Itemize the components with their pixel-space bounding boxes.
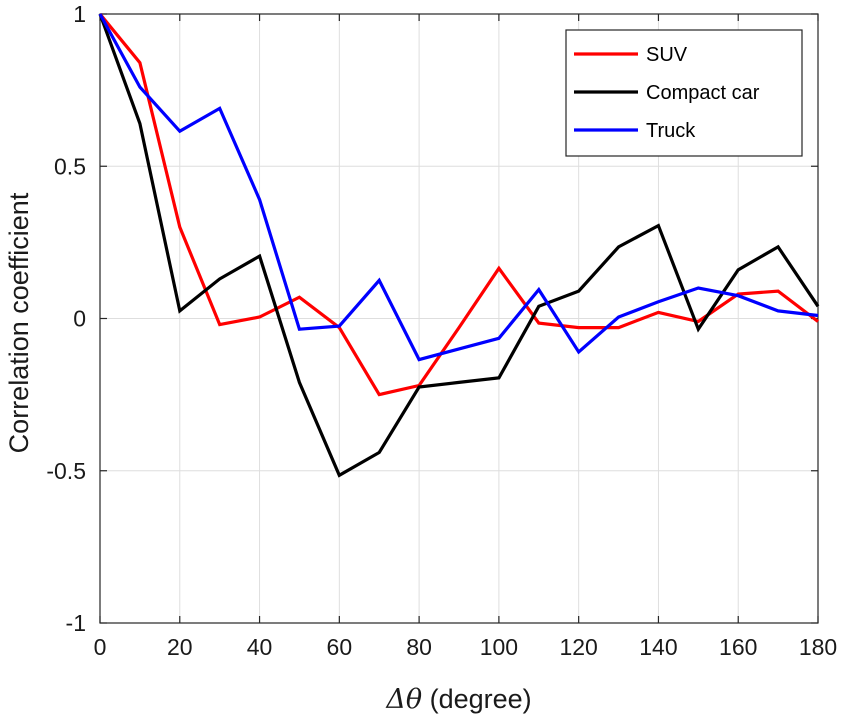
x-tick-label: 180 [799,634,837,660]
tick-labels: 0 20 40 60 80 100 120 140 160 180 -1 -0.5 0 0.5 1 [46,1,837,660]
legend: SUV Compact car Truck [565,29,803,157]
x-tick-label: 60 [327,634,353,660]
legend-label: Truck [646,120,696,142]
y-tick-label: -1 [66,610,86,636]
x-tick-label: 0 [94,634,107,660]
x-tick-label: 40 [247,634,273,660]
series-line-truck [98,13,819,362]
x-tick-label: 160 [719,634,757,660]
y-tick-label: -0.5 [46,458,86,484]
x-axis-title: Δθ (degree) [385,684,531,715]
x-tick-label: 20 [167,634,193,660]
x-tick-label: 120 [559,634,597,660]
x-axis-symbol: Δθ [385,684,422,715]
series-lines [98,12,820,478]
series-line-compact-car [98,13,820,478]
y-tick-label: 0 [73,306,86,332]
y-tick-label: 1 [73,1,86,27]
legend-label: Compact car [646,82,760,104]
series-line-suv [98,12,819,397]
y-tick-label: 0.5 [54,153,86,179]
x-tick-label: 100 [480,634,518,660]
legend-label: SUV [646,44,688,66]
x-tick-label: 80 [406,634,432,660]
axes [99,13,819,624]
y-axis-title: Correlation coefficient [4,192,34,453]
x-axis-unit: (degree) [422,684,532,714]
x-tick-label: 140 [639,634,677,660]
